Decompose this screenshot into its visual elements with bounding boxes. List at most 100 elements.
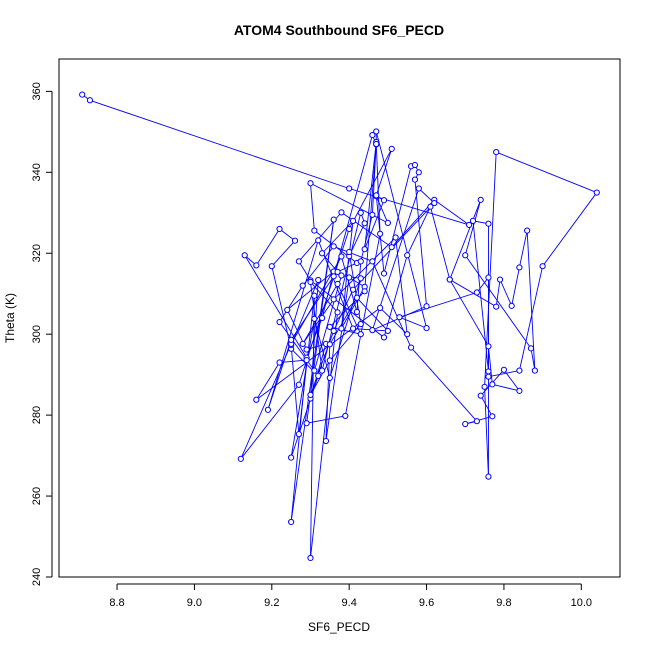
series-line-segment bbox=[267, 240, 319, 410]
data-point bbox=[311, 227, 318, 234]
data-point bbox=[346, 225, 353, 233]
data-point bbox=[508, 302, 515, 309]
data-point bbox=[489, 381, 496, 388]
series-line-segment bbox=[329, 278, 362, 379]
data-point bbox=[404, 331, 411, 338]
y-tick-label: 300 bbox=[31, 325, 43, 343]
data-point bbox=[291, 237, 299, 244]
data-point bbox=[288, 454, 295, 461]
series-line-segment bbox=[449, 279, 489, 347]
series-line-segment bbox=[399, 316, 427, 329]
data-point bbox=[388, 244, 395, 251]
data-point bbox=[307, 180, 314, 187]
series-line-segment bbox=[375, 144, 381, 234]
series-line-segment bbox=[271, 240, 296, 267]
data-point bbox=[326, 341, 333, 348]
data-point bbox=[299, 282, 306, 289]
data-point bbox=[404, 252, 411, 259]
series-line-segment bbox=[410, 347, 478, 422]
series-line-segment bbox=[255, 228, 280, 266]
data-point bbox=[485, 368, 492, 375]
series-line-segment bbox=[375, 196, 389, 224]
series-line-segment bbox=[464, 255, 532, 349]
data-point bbox=[303, 356, 310, 364]
series-line-segment bbox=[429, 206, 451, 280]
x-tick-label: 9.0 bbox=[187, 597, 202, 609]
x-tick-label: 9.6 bbox=[419, 597, 434, 609]
data-point bbox=[531, 367, 538, 374]
data-point bbox=[384, 219, 391, 226]
series-line-segment bbox=[364, 143, 377, 292]
data-point bbox=[311, 292, 318, 299]
data-point bbox=[462, 252, 469, 259]
data-point bbox=[485, 274, 492, 281]
x-axis: 8.8 9.0 9.2 9.4 9.6 9.8 10.0 bbox=[109, 583, 592, 609]
data-point bbox=[342, 412, 349, 420]
series-line-segment bbox=[496, 151, 597, 193]
data-point bbox=[303, 420, 310, 427]
y-tick-label: 260 bbox=[31, 487, 43, 505]
data-point bbox=[338, 209, 345, 216]
data-point bbox=[315, 237, 322, 244]
data-point bbox=[346, 274, 353, 281]
data-point bbox=[338, 253, 345, 260]
plot-frame bbox=[58, 58, 621, 578]
data-point bbox=[485, 473, 492, 480]
data-point bbox=[373, 140, 380, 148]
series-line-segment bbox=[434, 199, 470, 226]
series-line-segment bbox=[310, 281, 338, 313]
data-point bbox=[473, 289, 480, 296]
series-line-segment bbox=[340, 251, 350, 329]
data-point bbox=[373, 128, 380, 135]
series-line-segment bbox=[290, 360, 308, 523]
series-line-segment bbox=[325, 277, 350, 442]
data-point bbox=[392, 234, 399, 241]
data-point bbox=[299, 340, 306, 347]
series-line-segment bbox=[333, 237, 396, 300]
data-point bbox=[334, 268, 341, 275]
data-point bbox=[276, 225, 283, 233]
x-tick-label: 10.0 bbox=[571, 597, 592, 609]
series-line-segment bbox=[267, 339, 292, 411]
data-point bbox=[288, 518, 295, 526]
data-point bbox=[361, 220, 368, 227]
x-tick-label: 9.2 bbox=[264, 597, 279, 609]
series-line-segment bbox=[399, 292, 477, 318]
data-point bbox=[493, 148, 500, 156]
series-line-segment bbox=[449, 199, 482, 280]
series-line-segment bbox=[480, 395, 493, 417]
data-point bbox=[307, 278, 314, 286]
series-line-segment bbox=[255, 362, 280, 400]
series-line-segment bbox=[348, 148, 393, 230]
series-line-segment bbox=[333, 245, 373, 262]
series-line-segment bbox=[279, 321, 315, 371]
series-line-segment bbox=[310, 183, 315, 231]
data-point bbox=[369, 131, 376, 139]
x-axis-label: SF6_PECD bbox=[308, 620, 370, 634]
data-point bbox=[593, 189, 600, 196]
data-point bbox=[307, 554, 314, 562]
y-tick-label: 340 bbox=[31, 163, 43, 181]
data-point bbox=[415, 169, 422, 176]
series-line-segment bbox=[244, 255, 307, 358]
data-point bbox=[466, 221, 473, 229]
data-point bbox=[380, 270, 388, 277]
data-point bbox=[334, 280, 341, 288]
series-line-segment bbox=[240, 384, 300, 460]
series-line-segment bbox=[379, 307, 408, 335]
data-point bbox=[349, 325, 357, 332]
y-tick-label: 280 bbox=[31, 406, 43, 424]
data-point bbox=[357, 258, 364, 265]
data-point bbox=[315, 276, 322, 284]
series-line-segment bbox=[375, 148, 393, 196]
y-axis-label: Theta (K) bbox=[3, 293, 17, 343]
data-point bbox=[334, 309, 341, 316]
series-line-segment bbox=[364, 200, 385, 250]
data-point bbox=[396, 314, 403, 321]
series-line-segment bbox=[302, 299, 335, 345]
series-line-segment bbox=[391, 199, 435, 248]
series-line-segment bbox=[406, 206, 431, 256]
x-tick-label: 9.4 bbox=[342, 597, 357, 609]
series-line-segment bbox=[530, 348, 536, 371]
